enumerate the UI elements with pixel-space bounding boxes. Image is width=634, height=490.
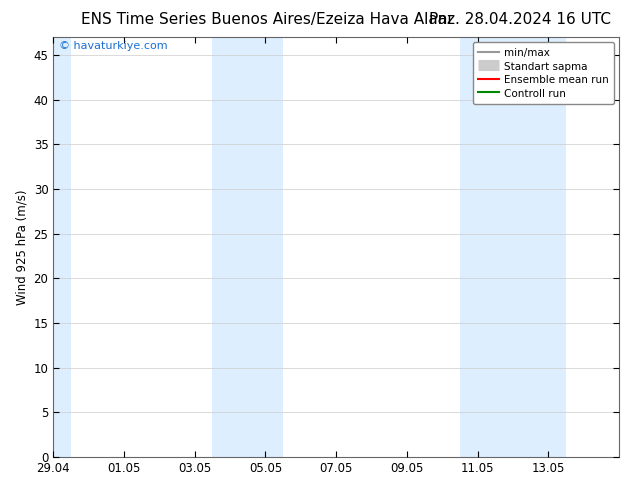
Text: © havaturkiye.com: © havaturkiye.com bbox=[59, 41, 167, 51]
Legend: min/max, Standart sapma, Ensemble mean run, Controll run: min/max, Standart sapma, Ensemble mean r… bbox=[472, 42, 614, 104]
Bar bbox=[212, 37, 283, 457]
Text: Paz. 28.04.2024 16 UTC: Paz. 28.04.2024 16 UTC bbox=[429, 12, 611, 27]
Bar bbox=[460, 37, 566, 457]
Bar bbox=[49, 37, 71, 457]
Y-axis label: Wind 925 hPa (m/s): Wind 925 hPa (m/s) bbox=[15, 189, 28, 305]
Text: ENS Time Series Buenos Aires/Ezeiza Hava Alanı: ENS Time Series Buenos Aires/Ezeiza Hava… bbox=[81, 12, 451, 27]
